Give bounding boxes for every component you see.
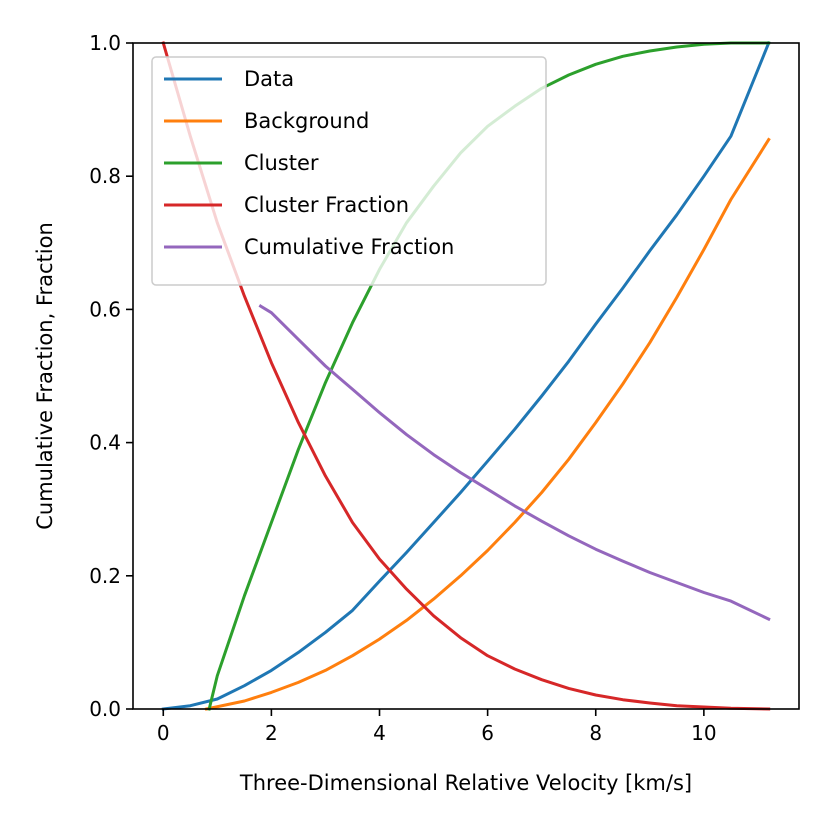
x-tick-label: 8 (589, 721, 602, 745)
legend-label-data: Data (244, 67, 294, 91)
legend-label-cluster-fraction: Cluster Fraction (244, 193, 409, 217)
legend-label-cluster: Cluster (244, 151, 319, 175)
x-tick-label: 0 (157, 721, 170, 745)
legend: Data Background Cluster Cluster Fraction Cum… (151, 56, 547, 286)
x-axis-ticks: 0 2 4 6 8 10 (157, 709, 717, 745)
y-tick-label: 0.8 (89, 164, 121, 188)
y-tick-label: 0.6 (89, 297, 121, 321)
series-line-data (161, 41, 771, 711)
y-tick-label: 0.2 (89, 564, 121, 588)
series-line-background (204, 137, 771, 711)
x-tick-label: 6 (481, 721, 494, 745)
legend-label-cumulative-fraction: Cumulative Fraction (244, 235, 454, 259)
y-axis-label: Cumulative Fraction, Fraction (33, 222, 57, 530)
series-line-cumulative-fraction (258, 304, 771, 622)
x-axis-label: Three-Dimensional Relative Velocity [km/… (239, 771, 692, 795)
y-tick-label: 1.0 (89, 31, 121, 55)
legend-label-background: Background (244, 109, 369, 133)
y-axis-ticks: 0.0 0.2 0.4 0.6 0.8 1.0 (89, 31, 133, 721)
x-tick-label: 4 (373, 721, 386, 745)
x-tick-label: 10 (691, 721, 716, 745)
y-tick-label: 0.0 (89, 697, 121, 721)
legend-box (151, 56, 547, 286)
series-line-cluster-fraction (161, 41, 771, 711)
x-tick-label: 2 (265, 721, 278, 745)
y-tick-label: 0.4 (89, 431, 121, 455)
axes-frame (132, 42, 800, 710)
